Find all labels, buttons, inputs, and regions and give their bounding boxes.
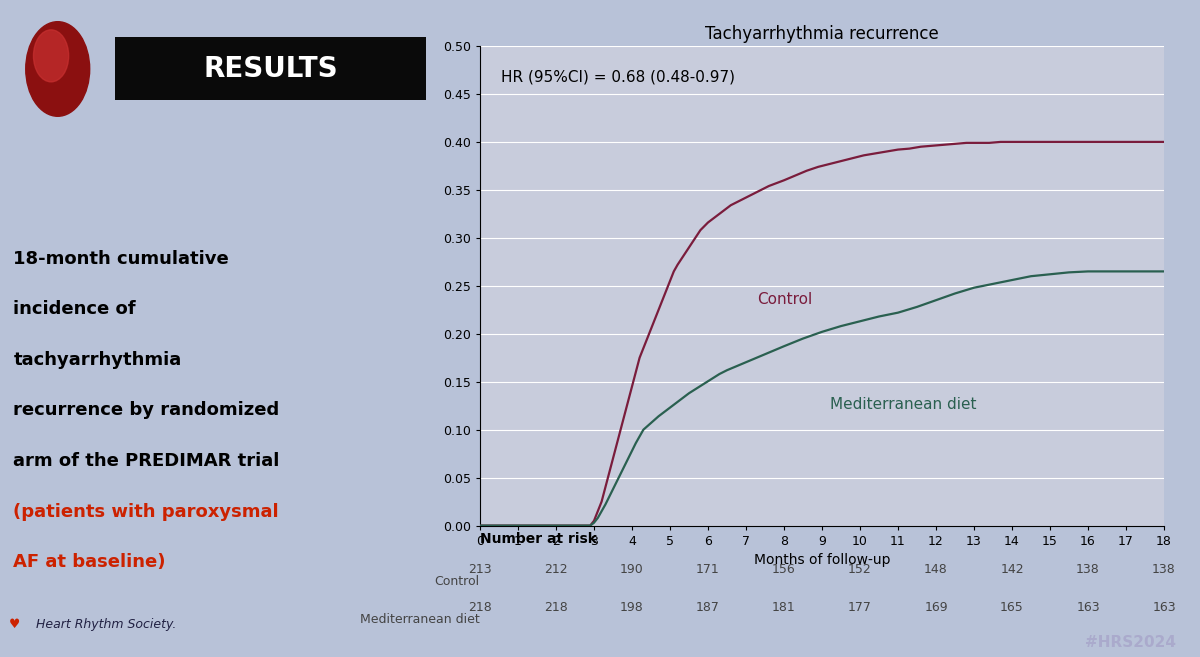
Text: 169: 169 xyxy=(924,601,948,614)
Text: Mediterranean diet: Mediterranean diet xyxy=(829,397,976,413)
Text: RESULTS: RESULTS xyxy=(204,55,338,83)
Text: 138: 138 xyxy=(1152,564,1176,576)
Title: Tachyarrhythmia recurrence: Tachyarrhythmia recurrence xyxy=(706,25,938,43)
Text: 163: 163 xyxy=(1152,601,1176,614)
Text: 156: 156 xyxy=(772,564,796,576)
FancyBboxPatch shape xyxy=(115,37,426,100)
Text: Mediterranean diet: Mediterranean diet xyxy=(360,612,479,625)
Text: 18-month cumulative: 18-month cumulative xyxy=(13,250,229,267)
Text: tachyarrhythmia: tachyarrhythmia xyxy=(13,351,181,369)
Text: 152: 152 xyxy=(848,564,872,576)
Text: arm of the PREDIMAR trial: arm of the PREDIMAR trial xyxy=(13,452,280,470)
Text: AF at baseline): AF at baseline) xyxy=(13,553,166,571)
Text: ♥: ♥ xyxy=(8,618,20,631)
Text: recurrence by randomized: recurrence by randomized xyxy=(13,401,280,419)
Circle shape xyxy=(34,30,68,82)
Text: 198: 198 xyxy=(620,601,644,614)
Circle shape xyxy=(25,22,90,116)
Text: incidence of: incidence of xyxy=(13,300,136,318)
Text: Control: Control xyxy=(434,575,479,587)
Text: 148: 148 xyxy=(924,564,948,576)
Text: (patients with paroxysmal: (patients with paroxysmal xyxy=(13,503,278,520)
X-axis label: Months of follow-up: Months of follow-up xyxy=(754,553,890,567)
Text: 163: 163 xyxy=(1076,601,1100,614)
Text: 218: 218 xyxy=(544,601,568,614)
Text: 142: 142 xyxy=(1000,564,1024,576)
Text: 138: 138 xyxy=(1076,564,1100,576)
Text: 212: 212 xyxy=(544,564,568,576)
Text: #HRS2024: #HRS2024 xyxy=(1085,635,1176,650)
Text: 213: 213 xyxy=(468,564,492,576)
Text: 177: 177 xyxy=(848,601,872,614)
Text: 218: 218 xyxy=(468,601,492,614)
Text: Control: Control xyxy=(757,292,812,307)
Text: Heart Rhythm Society.: Heart Rhythm Society. xyxy=(36,618,176,631)
Text: 171: 171 xyxy=(696,564,720,576)
Text: 190: 190 xyxy=(620,564,644,576)
Text: 181: 181 xyxy=(772,601,796,614)
Text: HR (95%CI) = 0.68 (0.48-0.97): HR (95%CI) = 0.68 (0.48-0.97) xyxy=(500,70,734,85)
Text: 165: 165 xyxy=(1000,601,1024,614)
Text: Number at risk: Number at risk xyxy=(480,532,596,546)
Text: 187: 187 xyxy=(696,601,720,614)
